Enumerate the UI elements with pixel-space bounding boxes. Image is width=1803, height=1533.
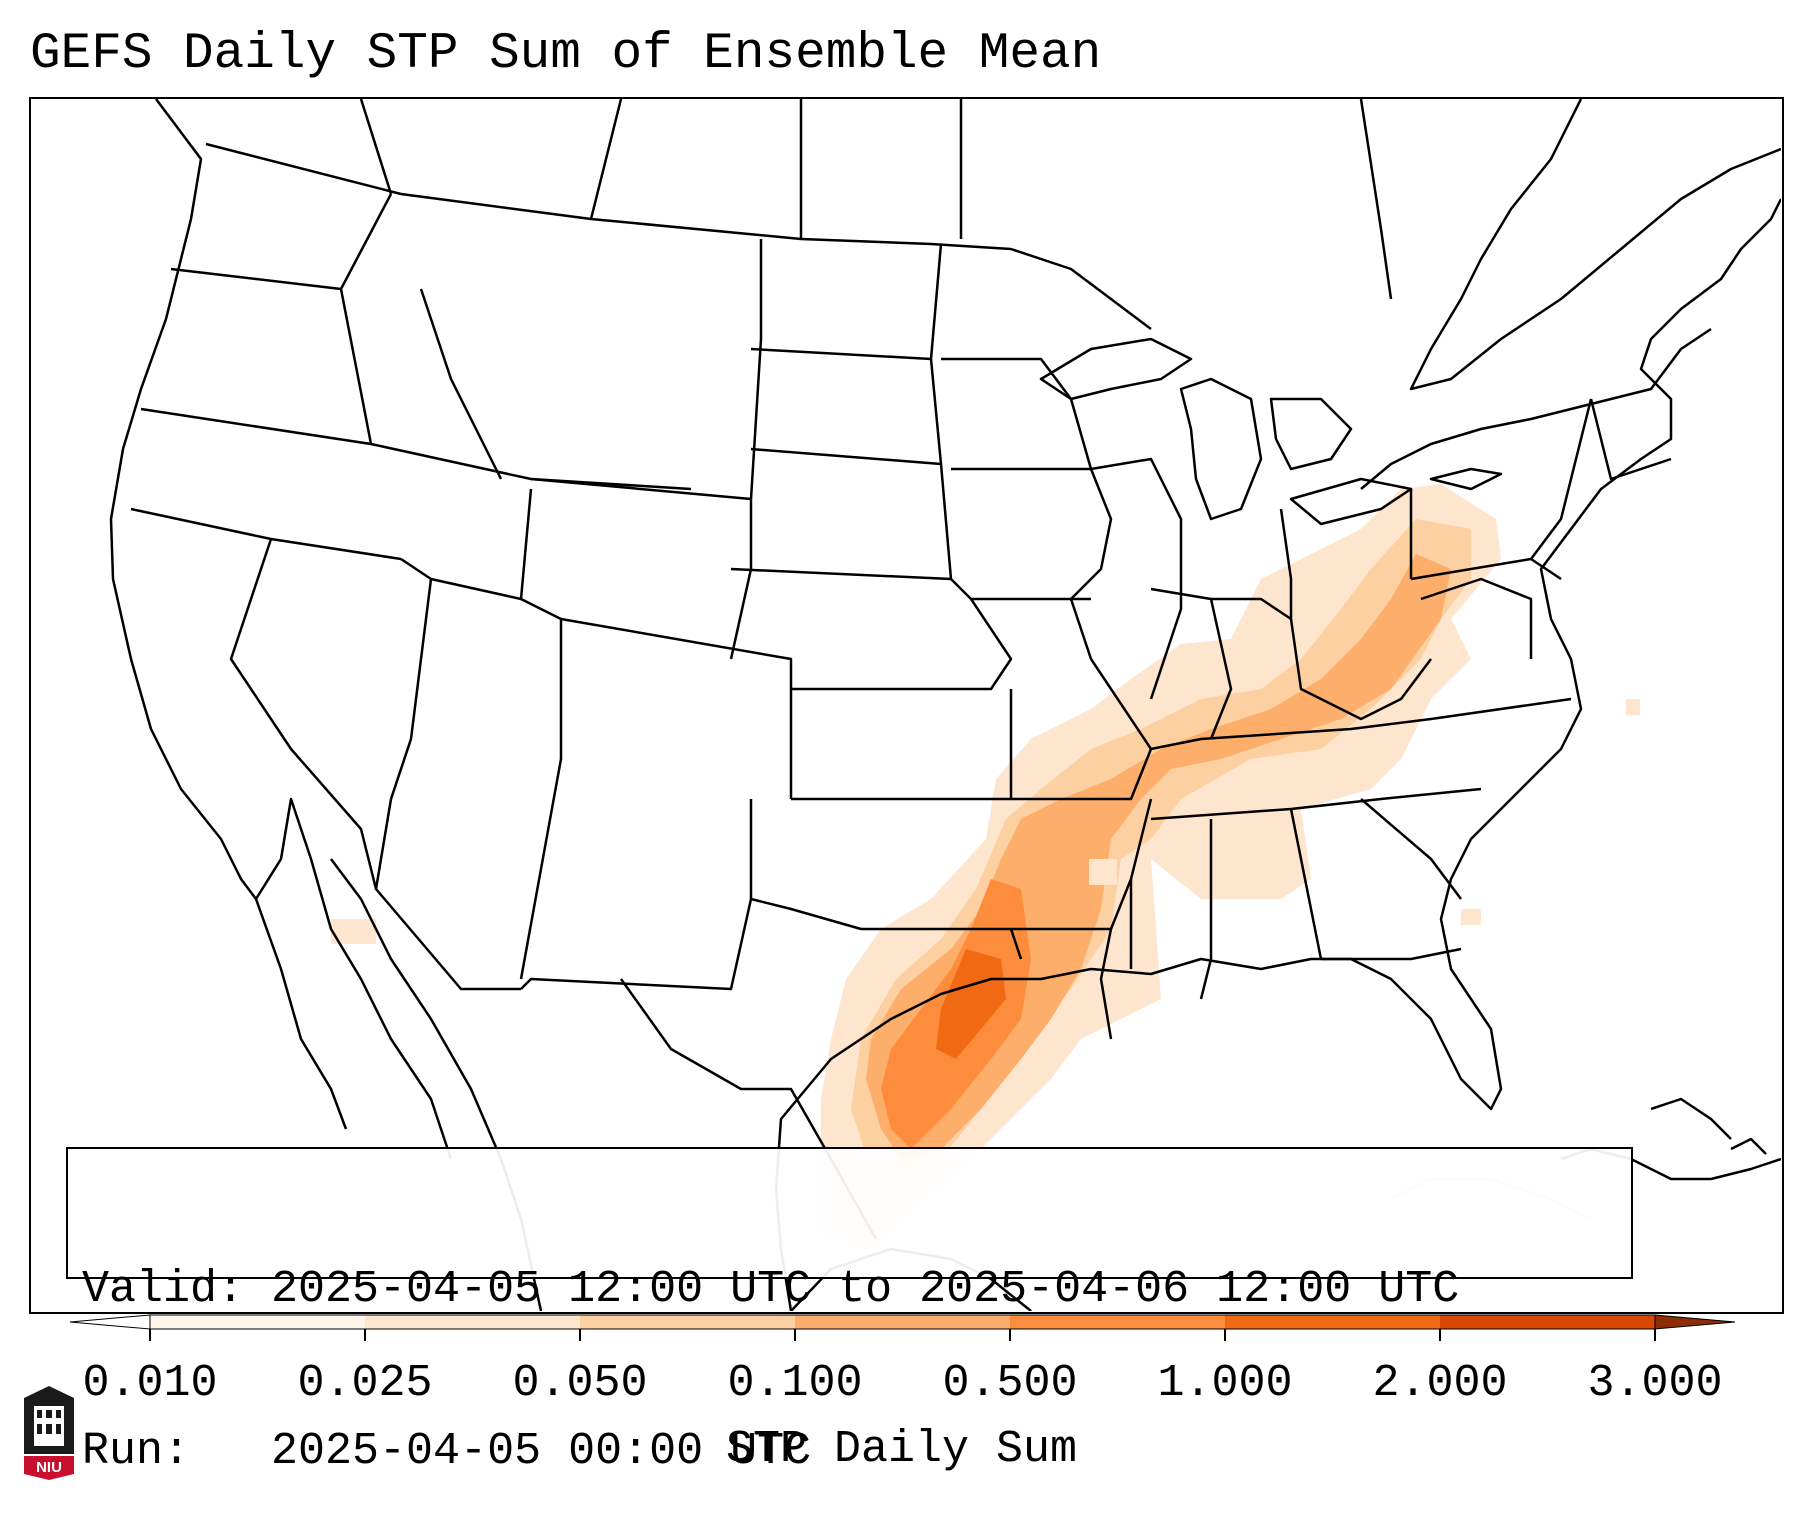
colorbar-tick-label: 0.500	[942, 1358, 1078, 1409]
valid-time-text: Valid: 2025-04-05 12:00 UTC to 2025-04-0…	[82, 1264, 1460, 1315]
colorbar-tick-label: 0.025	[297, 1358, 433, 1409]
colorbar-ticks	[149, 1329, 1656, 1341]
colorbar-tick-label: 0.050	[512, 1358, 648, 1409]
chart-title: GEFS Daily STP Sum of Ensemble Mean	[30, 26, 1102, 83]
colorbar-extend-max	[1654, 1314, 1736, 1330]
colorbar-segments	[70, 1314, 1736, 1330]
colorbar-segment	[1225, 1315, 1441, 1329]
stp-cell	[1089, 859, 1117, 885]
logo-text: NIU	[36, 1459, 62, 1476]
colorbar-tick-label: 0.100	[727, 1358, 863, 1409]
map-panel	[29, 97, 1784, 1314]
stp-field	[331, 484, 1640, 1249]
us-map	[109, 99, 1781, 1311]
colorbar-segment	[1010, 1315, 1226, 1329]
colorbar-tick-label: 3.000	[1587, 1358, 1723, 1409]
stp-cell	[1461, 909, 1481, 925]
colorbar-segment	[150, 1315, 366, 1329]
colorbar-tick-label: 1.000	[1157, 1358, 1293, 1409]
colorbar-extend-min	[70, 1314, 151, 1330]
stp-cell	[1626, 699, 1640, 715]
niu-logo: NIU	[24, 1386, 74, 1480]
colorbar-tick-label: 2.000	[1372, 1358, 1508, 1409]
colorbar-segment	[1440, 1315, 1656, 1329]
colorbar-segment	[365, 1315, 581, 1329]
colorbar-tick-label: 0.010	[82, 1358, 218, 1409]
colorbar-label: STP Daily Sum	[725, 1424, 1078, 1475]
colorbar-segment	[795, 1315, 1011, 1329]
colorbar-outline	[149, 1314, 1656, 1330]
stp-contour-1000	[936, 949, 1006, 1059]
colorbar	[70, 1314, 1736, 1341]
run-time-text: Run: 2025-04-05 00:00 UTC	[82, 1426, 812, 1477]
validity-info-box: Valid: 2025-04-05 12:00 UTC to 2025-04-0…	[66, 1147, 1633, 1477]
colorbar-segment	[580, 1315, 796, 1329]
state-borders	[130, 99, 1712, 1240]
